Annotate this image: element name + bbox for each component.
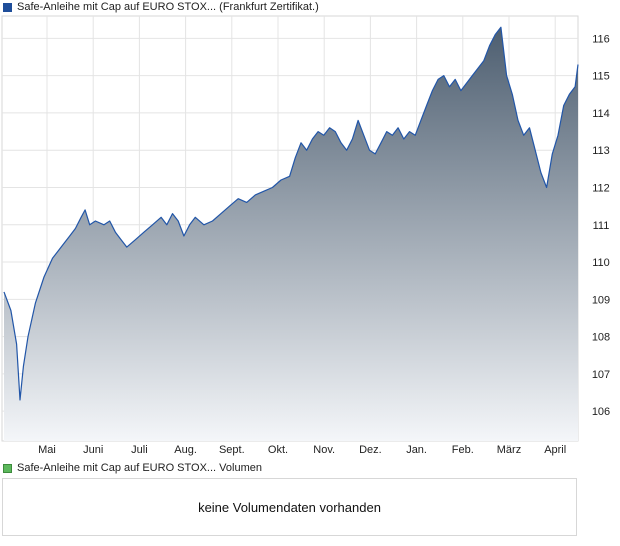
legend-volume-swatch: [3, 463, 12, 473]
x-tick-label: Juli: [131, 444, 148, 456]
y-tick-label: 109: [592, 294, 610, 306]
legend-price: Safe-Anleihe mit Cap auf EURO STOX... (F…: [3, 1, 319, 13]
x-tick-label: Dez.: [359, 444, 382, 456]
y-tick-label: 108: [592, 332, 610, 344]
series-area: [4, 27, 578, 441]
legend-volume-label: Safe-Anleihe mit Cap auf EURO STOX... Vo…: [17, 462, 262, 474]
volume-panel: keine Volumendaten vorhanden: [2, 478, 577, 536]
volume-empty-message: keine Volumendaten vorhanden: [198, 499, 381, 515]
legend-price-label: Safe-Anleihe mit Cap auf EURO STOX... (F…: [17, 1, 319, 13]
x-tick-label: Okt.: [268, 444, 288, 456]
y-tick-label: 114: [592, 108, 610, 120]
y-tick-label: 115: [592, 71, 610, 83]
series-line: [3, 26, 579, 401]
x-tick-label: Nov.: [313, 444, 335, 456]
x-tick-label: Feb.: [452, 444, 474, 456]
x-tick-label: Aug.: [174, 444, 197, 456]
y-tick-label: 112: [592, 182, 610, 194]
y-tick-label: 113: [592, 145, 610, 157]
legend-price-swatch: [3, 2, 12, 12]
x-tick-label: Mai: [38, 444, 56, 456]
y-tick-label: 111: [593, 220, 610, 232]
legend-volume: Safe-Anleihe mit Cap auf EURO STOX... Vo…: [3, 462, 262, 474]
y-tick-label: 106: [592, 406, 610, 418]
y-tick-label: 107: [592, 369, 610, 381]
price-chart: 106 107 108 109 110 111 112 113 114 115 116 Mai Juni…: [1, 15, 610, 456]
x-tick-label: März: [497, 444, 521, 456]
x-tick-label: April: [544, 444, 566, 456]
y-tick-label: 110: [592, 257, 610, 269]
x-tick-label: Juni: [83, 444, 103, 456]
y-tick-label: 116: [592, 33, 610, 45]
x-tick-label: Sept.: [219, 444, 245, 456]
x-tick-label: Jan.: [406, 444, 427, 456]
